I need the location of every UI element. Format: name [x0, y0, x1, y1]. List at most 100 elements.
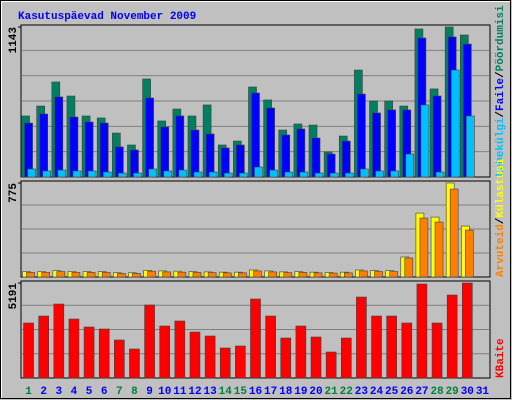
bar — [434, 221, 444, 278]
x-tick-label: 3 — [56, 386, 63, 398]
bar — [54, 96, 64, 178]
bar — [465, 229, 474, 278]
bar — [281, 134, 291, 178]
bar — [404, 257, 414, 278]
bar — [144, 304, 155, 379]
bar — [314, 172, 324, 178]
bar — [83, 326, 95, 379]
x-tick-label: 10 — [158, 386, 171, 398]
bar — [102, 171, 112, 178]
bar — [375, 170, 384, 178]
bar — [236, 144, 245, 178]
bar — [371, 315, 382, 379]
legend-entry: Pöördumisi — [495, 5, 507, 71]
bar — [431, 322, 443, 379]
bar — [251, 92, 260, 178]
bar — [148, 168, 157, 178]
bar — [265, 315, 276, 379]
bar — [207, 272, 217, 278]
bar — [446, 294, 458, 379]
x-tick-label: 12 — [188, 386, 201, 398]
x-tick-label: 7 — [116, 386, 123, 398]
bar — [374, 271, 383, 278]
bar — [193, 171, 203, 178]
bar — [344, 172, 354, 178]
bar — [269, 169, 278, 178]
bar — [72, 170, 82, 178]
bar — [69, 116, 79, 178]
legend: KBaite — [495, 338, 507, 378]
bar — [389, 271, 398, 278]
bar — [328, 272, 338, 278]
bar — [222, 272, 232, 278]
x-tick-label: 30 — [461, 386, 474, 398]
x-tick-label: 2 — [40, 386, 47, 398]
bar — [86, 272, 96, 278]
bar — [390, 170, 399, 178]
bar — [115, 146, 124, 178]
bar — [56, 271, 66, 278]
x-tick-label: 21 — [325, 386, 339, 398]
bar — [340, 337, 352, 379]
bar — [99, 122, 109, 178]
bar — [23, 322, 34, 379]
bar — [114, 339, 125, 379]
x-tick-label: 18 — [279, 386, 293, 398]
x-tick-label: 26 — [400, 386, 413, 398]
bar — [310, 336, 322, 379]
x-tick-label: 31 — [476, 386, 490, 398]
bar — [160, 126, 170, 178]
bar — [359, 270, 368, 278]
bar — [360, 168, 369, 178]
bar — [401, 322, 413, 379]
legend-separator: / — [495, 217, 507, 224]
bar — [405, 153, 415, 178]
legend-separator: / — [495, 111, 507, 118]
bar — [163, 170, 173, 178]
y-tick-label: 5191 — [8, 283, 20, 310]
bar — [450, 69, 460, 178]
bar — [41, 272, 50, 278]
x-tick-label: 13 — [204, 386, 218, 398]
x-tick-label: 19 — [294, 386, 307, 398]
bar — [416, 283, 428, 379]
legend-entry: KBaite — [495, 338, 507, 378]
bar — [219, 347, 231, 379]
bar — [132, 273, 141, 278]
bar — [190, 129, 200, 178]
bar — [298, 272, 308, 278]
x-tick-label: 20 — [309, 386, 322, 398]
bar — [253, 270, 262, 278]
x-tick-label: 11 — [173, 386, 187, 398]
bar — [296, 128, 306, 178]
bar — [27, 168, 36, 178]
x-tick-label: 27 — [415, 386, 428, 398]
x-tick-label: 24 — [370, 386, 384, 398]
bar — [283, 272, 293, 278]
x-tick-label: 8 — [131, 386, 138, 398]
x-tick-label: 1 — [25, 386, 32, 398]
bar — [462, 282, 473, 379]
legend-entry: Faile — [495, 78, 507, 111]
bar — [98, 328, 110, 379]
x-tick-label: 23 — [355, 386, 369, 398]
bar — [268, 271, 277, 278]
bar — [204, 335, 216, 379]
bar — [254, 166, 263, 178]
bar — [87, 170, 97, 178]
bar — [449, 188, 459, 278]
bar — [284, 171, 294, 178]
y-tick-label: 775 — [8, 183, 20, 203]
bar — [189, 331, 201, 379]
bar — [162, 271, 172, 278]
bar — [295, 325, 307, 379]
bar — [175, 115, 185, 178]
legend-separator: / — [495, 71, 507, 78]
bar — [26, 272, 35, 278]
bar — [343, 272, 353, 278]
bar — [356, 296, 367, 379]
bar — [133, 172, 142, 178]
legend-entry: Lehekülgi — [495, 117, 507, 177]
bar — [192, 272, 202, 278]
